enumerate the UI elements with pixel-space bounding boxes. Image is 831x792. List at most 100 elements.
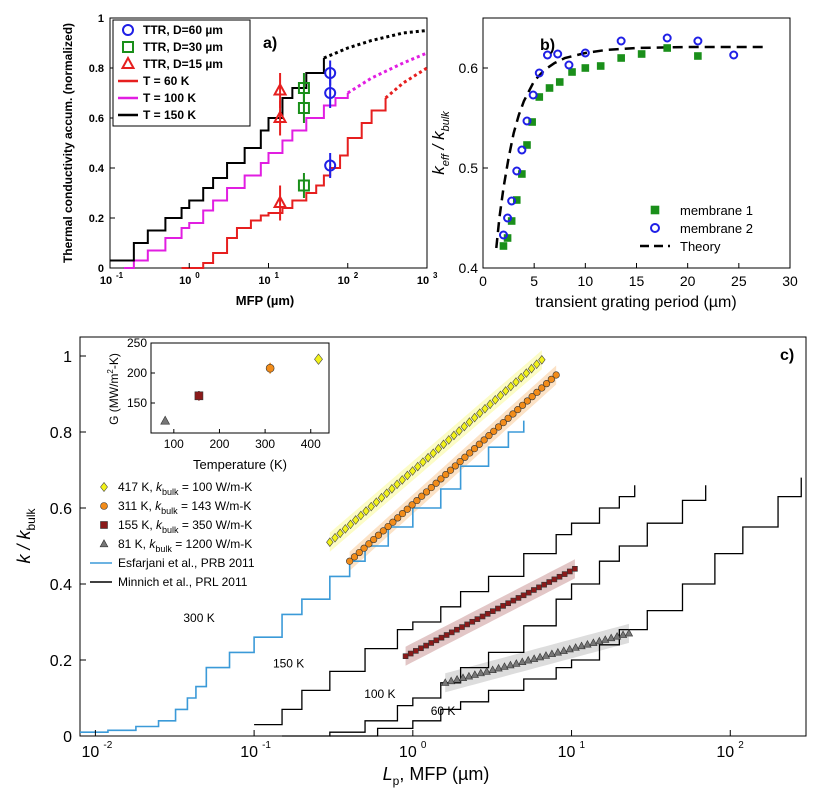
- panel-c-curve-label: 150 K: [273, 657, 304, 671]
- panel-c-point: [360, 544, 368, 552]
- inset-ytick-label: 200: [127, 366, 147, 380]
- panel-c-curve: [282, 485, 707, 737]
- panel-c-point: [506, 660, 515, 669]
- panel-c-point: [393, 479, 401, 490]
- panel-c-ytick-label: 0.8: [50, 425, 72, 442]
- panel-c-point: [433, 637, 440, 644]
- panel-a-point: [324, 159, 337, 172]
- panel-c-point: [523, 397, 531, 405]
- panel-a-xtick-label: 10: [417, 275, 429, 287]
- panel-c-point: [538, 384, 546, 392]
- panel-a-xtick-exp: -1: [116, 271, 124, 280]
- panel-c-point: [441, 678, 450, 686]
- panel-c-point: [595, 636, 604, 645]
- panel-b-legend-label: Theory: [680, 239, 721, 254]
- panel-c-point: [331, 532, 339, 543]
- panel-a-legend-swatch: [120, 55, 136, 69]
- panel-c-legend-label: 81 K, kbulk = 1200 W/m-K: [118, 537, 252, 554]
- panel-c-point: [504, 414, 512, 422]
- panel-a-legend-swatch: [122, 24, 134, 36]
- panel-c-legend-label-part: = 143 W/m-K: [178, 499, 252, 513]
- panel-c-point: [552, 371, 560, 379]
- panel-c-point: [372, 497, 381, 507]
- panel-a-point: [297, 179, 310, 192]
- panel-c-point: [536, 584, 542, 591]
- panel-c-point: [512, 659, 521, 667]
- panel-c-ytick-label: 0.2: [50, 653, 72, 670]
- panel-c-ylabel-main: k / k: [14, 530, 34, 564]
- panel-c-point: [374, 531, 383, 539]
- panel-c-point: [509, 410, 517, 418]
- panel-c-legend-label-part: bulk: [162, 525, 179, 535]
- panel-b-point: [512, 166, 522, 176]
- panel-a-xtick-label: 10: [179, 275, 191, 287]
- panel-c-point: [499, 419, 507, 427]
- panel-b-point: [729, 50, 739, 60]
- panel-c-point: [350, 553, 359, 561]
- panel-c-point: [624, 628, 634, 637]
- panel-c-point: [527, 363, 536, 374]
- panel-c-point: [422, 488, 431, 496]
- panel-c-point: [419, 457, 427, 467]
- panel-c-legend-label-part: k: [156, 518, 163, 532]
- panel-c-legend-label-part: = 100 W/m-K: [179, 480, 253, 494]
- panel-c-point: [403, 505, 411, 513]
- panel-c-xtick-label: 10: [240, 744, 258, 761]
- panel-c-point: [427, 483, 435, 492]
- panel-c-point: [370, 535, 378, 544]
- panel-c-legend-label-part: = 350 W/m-K: [179, 518, 253, 532]
- panel-c-legend-label: 417 K, kbulk = 100 W/m-K: [118, 480, 252, 497]
- panel-a-ylabel: Thermal conductivity accum. (normalized): [61, 23, 75, 263]
- panel-c-point: [398, 475, 406, 485]
- panel-b-point: [617, 54, 625, 62]
- panel-c-point: [571, 643, 580, 651]
- panel-a-legend: TTR, D=60 µm TTR, D=30 µm TTR, D=15 µm T = …: [112, 19, 251, 127]
- panel-c-ytick-label: 0.6: [50, 501, 72, 518]
- inset-ytick-label: 150: [127, 396, 147, 410]
- panel-c-point: [522, 368, 531, 378]
- panel-c-point: [556, 573, 563, 580]
- panel-c-point: [495, 605, 501, 612]
- panel-c-point: [566, 568, 573, 575]
- panel-b-point: [522, 116, 532, 126]
- panel-c-point: [476, 668, 485, 677]
- panel-a-ytick-label: 0.6: [89, 113, 104, 125]
- panel-b-xtick-label: 25: [731, 273, 747, 289]
- panel-c-legend-label-part: k: [149, 537, 156, 551]
- panel-c-point: [618, 630, 628, 638]
- inset-point: [194, 391, 204, 401]
- panel-c-label: c): [780, 347, 794, 364]
- panel-c-point: [464, 671, 474, 680]
- panel-a-series-line: [346, 51, 428, 95]
- panel-c-point: [446, 466, 455, 474]
- panel-a-legend-label: TTR, D=60 µm: [143, 23, 223, 37]
- panel-c-point: [346, 519, 355, 530]
- panel-c-point: [429, 448, 437, 459]
- panel-a-point: [272, 194, 288, 208]
- inset-ylabel-post: -K): [107, 353, 121, 369]
- panel-a-point: [324, 87, 337, 99]
- panel-b-ylabel-slash: / k: [429, 130, 448, 154]
- panel-b-xtick-label: 15: [629, 273, 645, 289]
- panel-c-curve-label: 100 K: [364, 687, 395, 701]
- panel-c-point: [414, 461, 422, 472]
- panel-c-point: [490, 427, 498, 435]
- panel-c-point: [464, 621, 470, 628]
- panel-c-point: [531, 587, 537, 593]
- panel-c-point: [377, 492, 386, 503]
- panel-a-label: a): [263, 35, 277, 52]
- panel-c-point: [601, 635, 610, 643]
- panel-a-legend-swatch: [122, 41, 134, 53]
- panel-a-series-line: [123, 93, 349, 269]
- panel-b-ylabel-sub1: eff: [440, 153, 452, 166]
- panel-c-point: [461, 453, 469, 461]
- panel-b-point: [523, 141, 531, 149]
- panel-c-point: [357, 510, 365, 521]
- inset-ylabel-sup: 2: [106, 369, 115, 374]
- inset-xtick-label: 200: [209, 437, 229, 451]
- panel-a-xtick-label: 10: [338, 275, 350, 287]
- panel-c-legend-label: Minnich et al., PRL 2011: [118, 575, 248, 589]
- panel-c-point: [475, 440, 483, 448]
- panel-c-point: [403, 470, 412, 481]
